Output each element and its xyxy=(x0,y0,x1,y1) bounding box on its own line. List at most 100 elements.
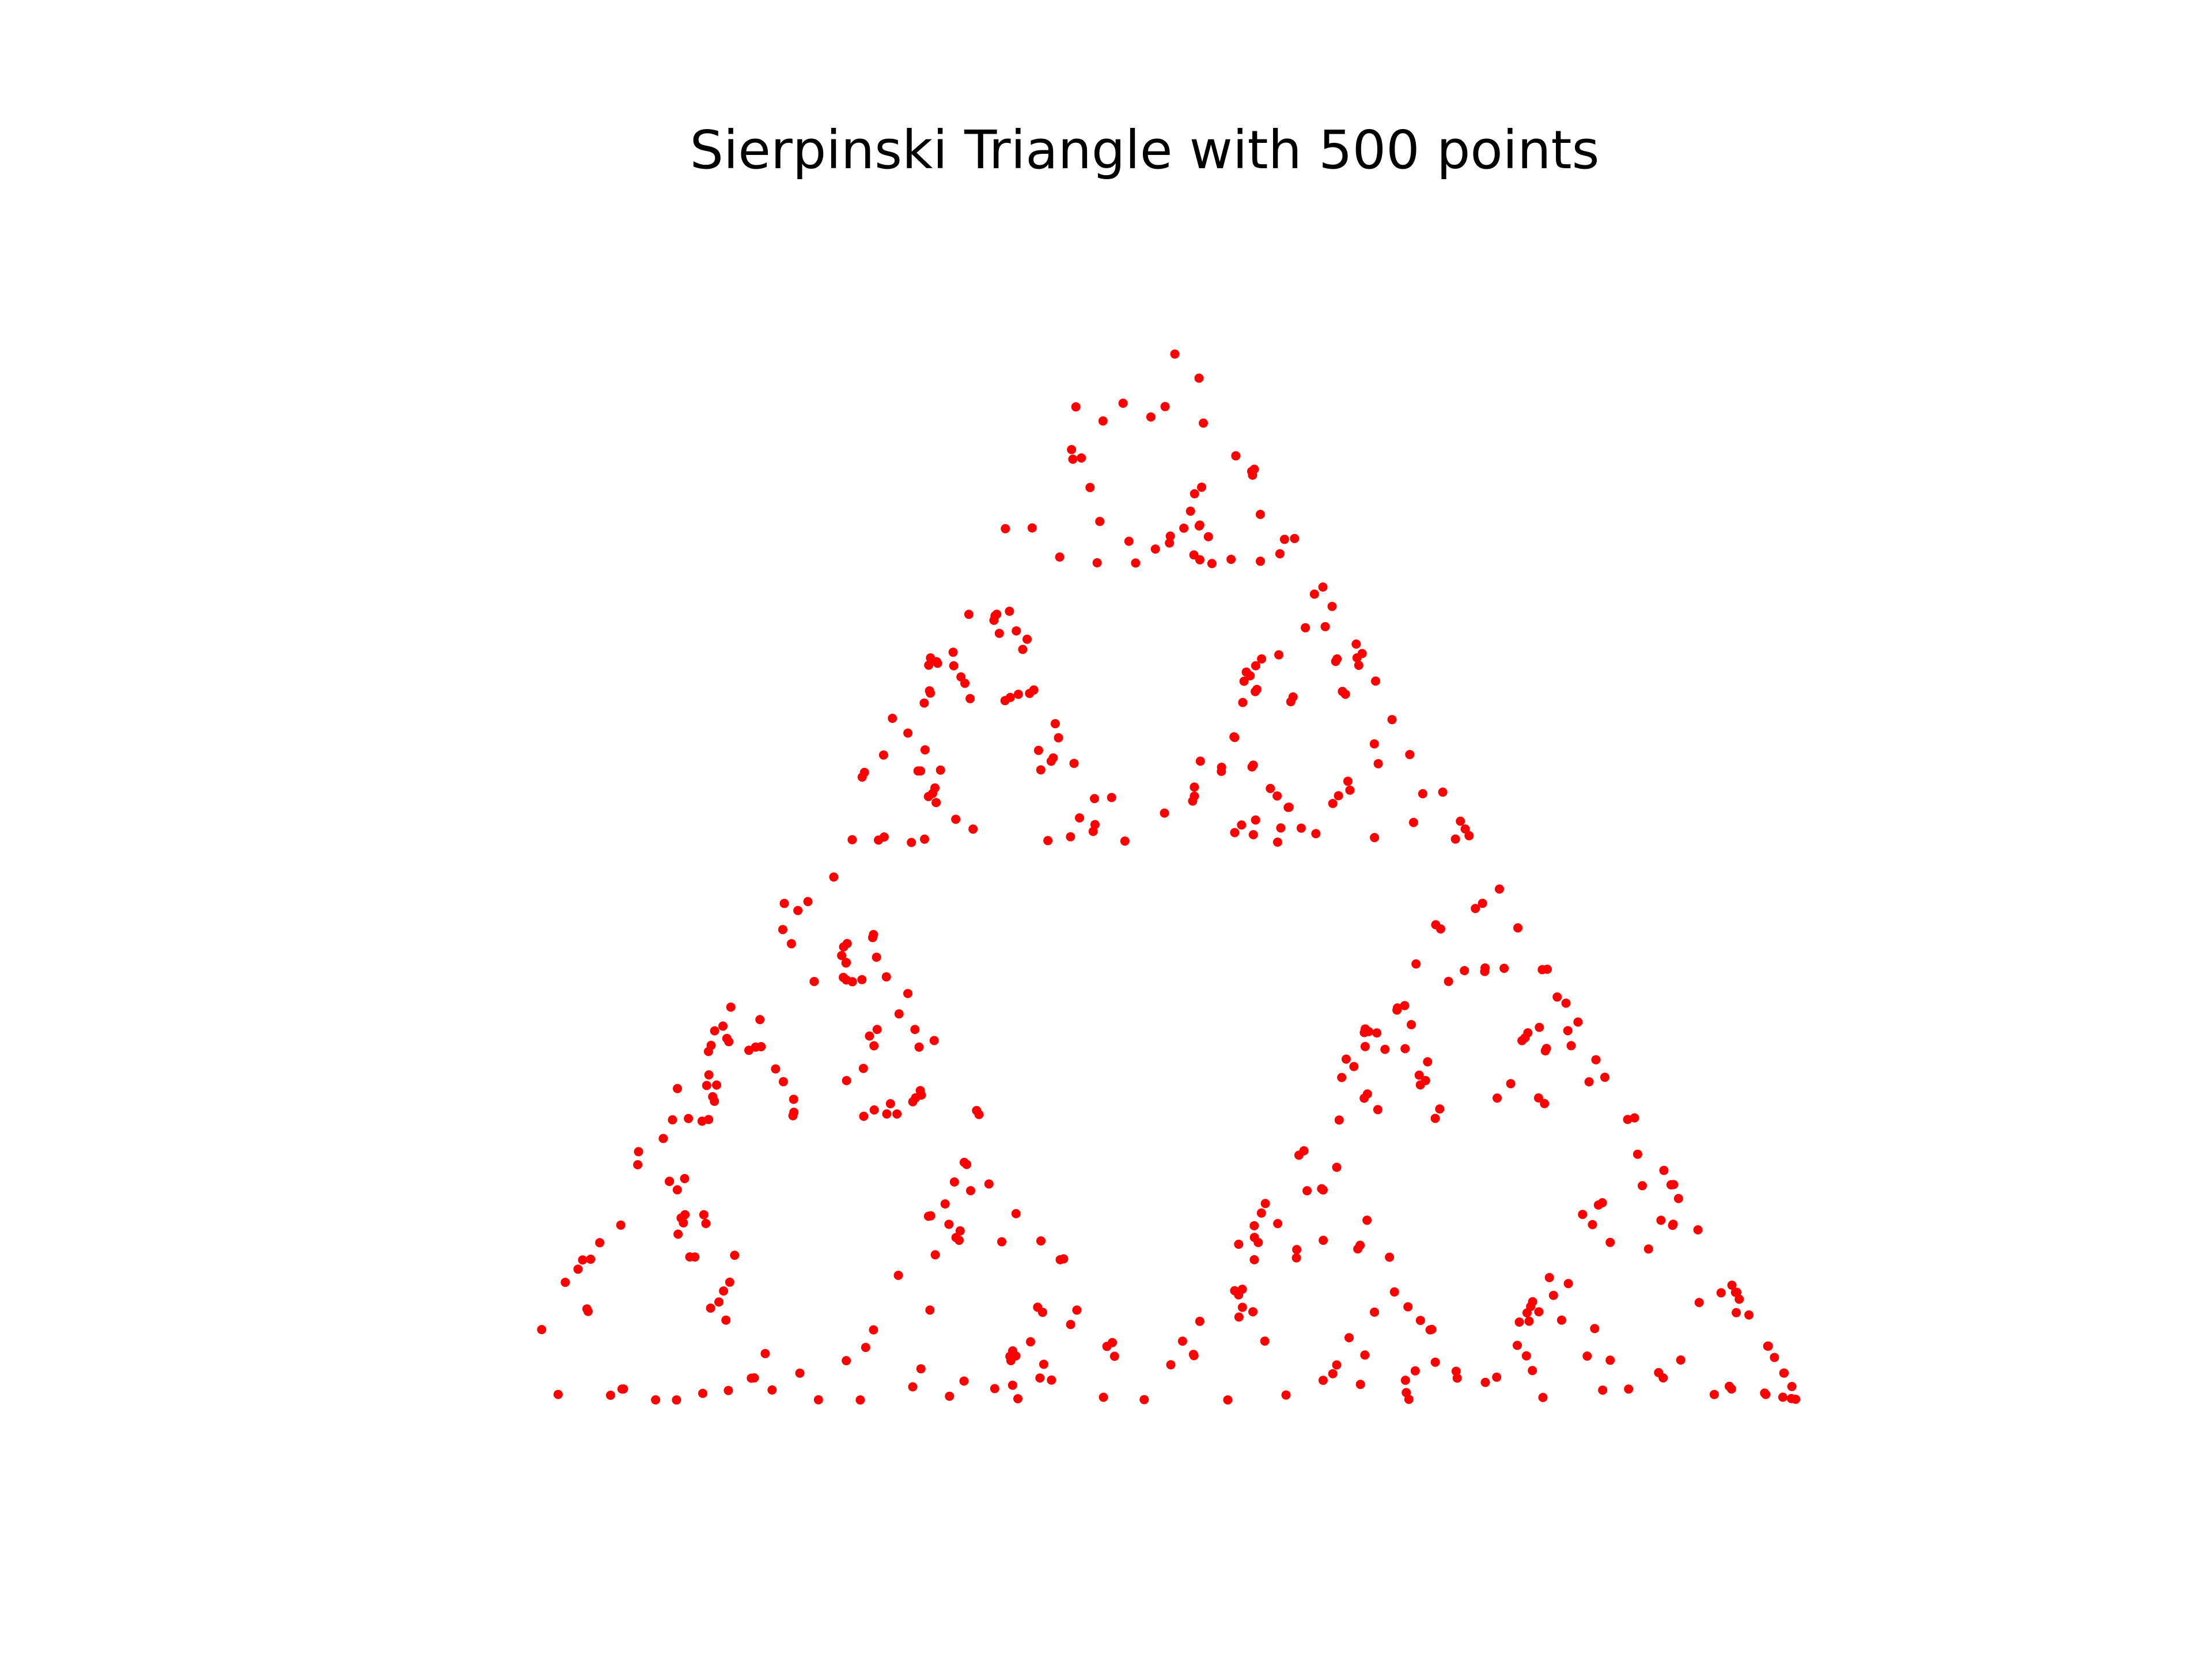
scatter-point xyxy=(1241,667,1251,677)
scatter-point xyxy=(1160,402,1170,411)
scatter-point xyxy=(1036,765,1046,775)
scatter-point xyxy=(1373,759,1383,768)
scatter-point xyxy=(1352,653,1362,662)
scatter-point xyxy=(1055,552,1065,562)
scatter-point xyxy=(1415,1080,1425,1090)
scatter-point xyxy=(767,1385,777,1395)
scatter-point xyxy=(1392,1003,1402,1013)
scatter-point xyxy=(894,1009,904,1019)
scatter-point xyxy=(878,750,888,760)
scatter-point xyxy=(997,1237,1006,1247)
scatter-point xyxy=(1638,1181,1647,1191)
scatter-point xyxy=(1165,538,1175,548)
scatter-point xyxy=(1343,777,1353,786)
scatter-point xyxy=(1189,550,1199,560)
scatter-point xyxy=(722,1033,732,1043)
scatter-point xyxy=(1778,1392,1787,1402)
scatter-point xyxy=(1095,517,1105,527)
scatter-point xyxy=(1075,813,1084,823)
scatter-point xyxy=(949,1177,959,1187)
scatter-point xyxy=(1291,1253,1301,1263)
scatter-point xyxy=(1372,1028,1382,1038)
scatter-point xyxy=(1727,1281,1737,1290)
scatter-point xyxy=(955,1236,964,1245)
scatter-point xyxy=(1266,783,1275,793)
scatter-point xyxy=(1035,1373,1045,1383)
scatter-point xyxy=(789,1107,799,1117)
scatter-point xyxy=(793,906,803,915)
scatter-point xyxy=(1260,1199,1270,1209)
scatter-point xyxy=(1257,654,1267,664)
scatter-point xyxy=(1535,1022,1544,1032)
scatter-point xyxy=(1071,402,1081,412)
scatter-point xyxy=(837,950,847,960)
scatter-point xyxy=(1195,1316,1205,1326)
scatter-point xyxy=(926,653,935,663)
scatter-point xyxy=(1118,399,1128,408)
scatter-point xyxy=(701,1219,711,1228)
scatter-point xyxy=(1499,964,1509,973)
scatter-point xyxy=(1624,1384,1634,1394)
scatter-point xyxy=(1273,1219,1283,1229)
scatter-point xyxy=(1408,817,1418,827)
scatter-point xyxy=(1444,976,1453,986)
scatter-point xyxy=(1190,782,1199,792)
scatter-point xyxy=(948,647,958,657)
scatter-point xyxy=(1430,1357,1440,1367)
scatter-point xyxy=(1249,1255,1259,1264)
scatter-point xyxy=(684,1113,694,1123)
scatter-point xyxy=(857,772,867,782)
scatter-point xyxy=(726,1002,736,1012)
scatter-point xyxy=(1290,533,1300,543)
scatter-point xyxy=(1573,1017,1583,1027)
scatter-point xyxy=(1534,1307,1544,1317)
scatter-point xyxy=(1403,1302,1413,1312)
scatter-point xyxy=(1066,1320,1075,1330)
scatter-point xyxy=(1055,1255,1065,1264)
scatter-point xyxy=(725,1277,734,1287)
scatter-point xyxy=(1292,1245,1302,1255)
scatter-point xyxy=(1302,1186,1312,1196)
scatter-point xyxy=(1005,607,1014,616)
scatter-point xyxy=(925,686,934,696)
scatter-point xyxy=(842,1356,851,1366)
scatter-point xyxy=(1066,832,1075,842)
scatter-point xyxy=(1353,1244,1363,1254)
scatter-point xyxy=(583,1306,593,1316)
scatter-point xyxy=(1275,549,1285,559)
scatter-point xyxy=(1400,1044,1410,1054)
scatter-point xyxy=(1150,544,1160,554)
scatter-point xyxy=(857,975,867,984)
scatter-point xyxy=(1344,1333,1354,1343)
scatter-point xyxy=(869,930,878,940)
scatter-point xyxy=(1230,1286,1240,1296)
scatter-point xyxy=(778,925,787,934)
scatter-point xyxy=(1543,964,1552,974)
scatter-point xyxy=(869,1325,878,1335)
scatter-point xyxy=(673,1084,682,1093)
scatter-point xyxy=(1369,739,1379,749)
scatter-point xyxy=(956,672,966,682)
scatter-point xyxy=(935,765,945,775)
scatter-point xyxy=(1018,645,1028,654)
scatter-point xyxy=(1341,1054,1351,1064)
scatter-point xyxy=(1170,349,1180,359)
scatter-point xyxy=(888,714,897,723)
scatter-point xyxy=(924,660,934,670)
scatter-point xyxy=(771,1064,781,1074)
scatter-point xyxy=(803,897,813,907)
scatter-point xyxy=(1026,1337,1035,1347)
scatter-point xyxy=(1561,998,1571,1008)
scatter-point xyxy=(869,1105,879,1115)
scatter-point xyxy=(679,1218,688,1228)
scatter-point xyxy=(755,1015,765,1024)
scatter-point xyxy=(1430,1113,1440,1123)
scatter-point xyxy=(1197,482,1206,492)
scatter-point xyxy=(1538,1393,1548,1402)
scatter-point xyxy=(730,1251,740,1260)
scatter-point xyxy=(1452,1373,1462,1383)
scatter-point xyxy=(1566,1041,1576,1051)
scatter-point xyxy=(1231,451,1241,461)
scatter-point xyxy=(1005,692,1015,702)
scatter-point xyxy=(872,1025,882,1035)
